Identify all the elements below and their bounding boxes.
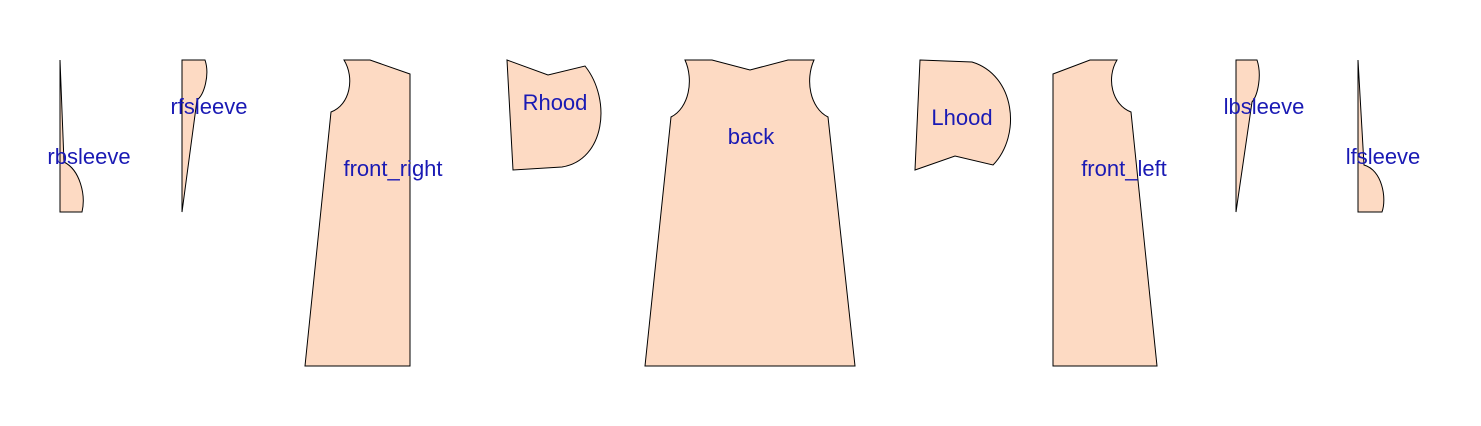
front-left-piece[interactable] — [1052, 59, 1158, 367]
rfsleeve-piece[interactable] — [181, 59, 208, 213]
lfsleeve-piece[interactable] — [1357, 59, 1385, 213]
rbsleeve-piece[interactable] — [59, 59, 84, 213]
front-right-label: front_right — [343, 156, 442, 181]
rbsleeve-label: rbsleeve — [47, 144, 130, 169]
front-right-piece[interactable] — [304, 59, 411, 367]
lbsleeve-piece[interactable] — [1235, 59, 1260, 213]
front-left-label: front_left — [1081, 156, 1167, 181]
back-piece[interactable] — [644, 59, 856, 367]
lhood-label: Lhood — [931, 105, 992, 130]
lbsleeve-label: lbsleeve — [1224, 94, 1305, 119]
back-label: back — [728, 124, 775, 149]
rfsleeve-label: rfsleeve — [170, 94, 247, 119]
lhood-piece[interactable] — [914, 59, 1011, 171]
lfsleeve-label: lfsleeve — [1346, 144, 1421, 169]
rhood-label: Rhood — [523, 90, 588, 115]
rhood-piece[interactable] — [506, 59, 602, 171]
